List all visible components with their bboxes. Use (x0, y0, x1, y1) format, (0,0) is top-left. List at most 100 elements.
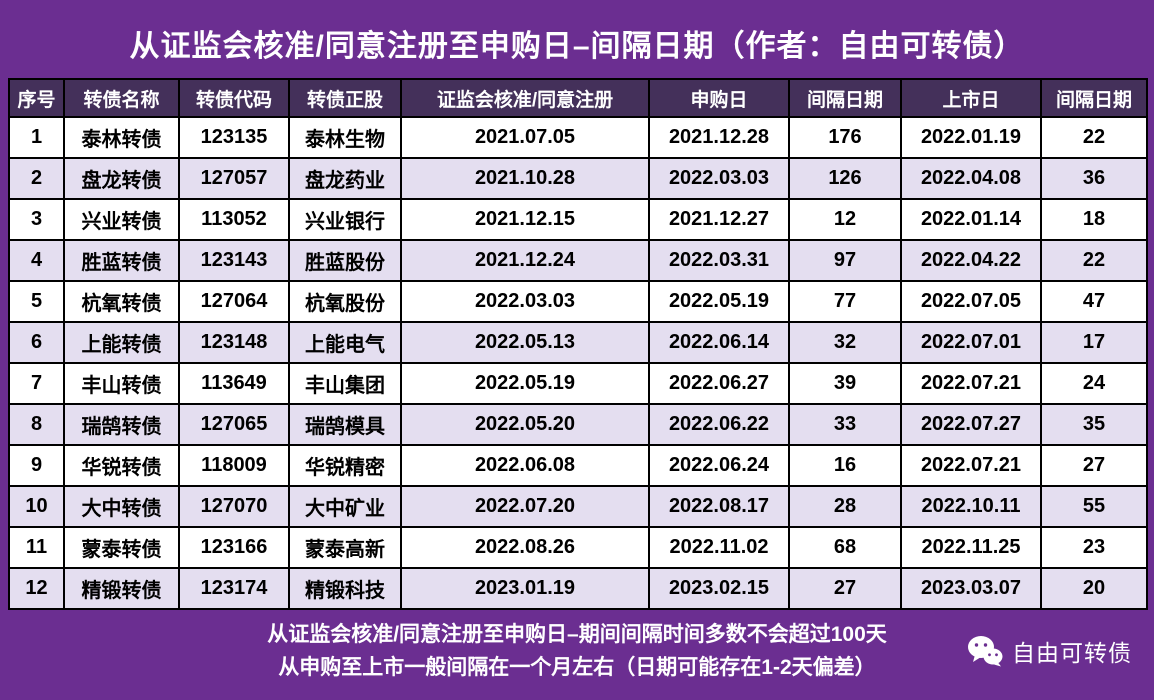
table-cell: 17 (1040, 321, 1148, 364)
table-cell: 兴业银行 (288, 198, 402, 241)
table-cell: 1 (8, 116, 65, 159)
table-cell: 2021.07.05 (400, 116, 650, 159)
table-body: 1 泰林转债 123135 泰林生物 2021.07.05 2021.12.28 176 20… (8, 116, 1148, 610)
table-cell: 蒙泰高新 (288, 526, 402, 569)
table-cell: 127065 (178, 403, 290, 446)
table-cell: 2021.12.28 (648, 116, 790, 159)
table-cell: 华锐精密 (288, 444, 402, 487)
table-cell: 127070 (178, 485, 290, 528)
table-cell: 2023.01.19 (400, 567, 650, 610)
table-cell: 2022.07.20 (400, 485, 650, 528)
table-cell: 2022.08.17 (648, 485, 790, 528)
table-cell: 22 (1040, 116, 1148, 159)
column-header: 转债正股 (288, 78, 402, 118)
table-cell: 2022.03.03 (400, 280, 650, 323)
table-row: 7 丰山转债 113649 丰山集团 2022.05.19 2022.06.27 39 202… (8, 362, 1148, 405)
table-cell: 35 (1040, 403, 1148, 446)
table-cell: 2021.10.28 (400, 157, 650, 200)
table-cell: 176 (788, 116, 902, 159)
table-cell: 蒙泰转债 (63, 526, 180, 569)
table-cell: 36 (1040, 157, 1148, 200)
wechat-icon (967, 635, 1003, 667)
table-cell: 27 (1040, 444, 1148, 487)
table-cell: 杭氧股份 (288, 280, 402, 323)
table-cell: 9 (8, 444, 65, 487)
table-cell: 精锻转债 (63, 567, 180, 610)
bonds-table: 序号 转债名称 转债代码 转债正股 证监会核准/同意注册 申购日 间隔日期 上市日 间隔日期 1… (8, 78, 1148, 610)
table-cell: 2022.01.14 (900, 198, 1042, 241)
table-cell: 丰山转债 (63, 362, 180, 405)
table-cell: 2022.06.27 (648, 362, 790, 405)
table-row: 10 大中转债 127070 大中矿业 2022.07.20 2022.08.17 28 20… (8, 485, 1148, 528)
table-cell: 大中矿业 (288, 485, 402, 528)
table-cell: 10 (8, 485, 65, 528)
table-cell: 2022.07.21 (900, 444, 1042, 487)
table-row: 5 杭氧转债 127064 杭氧股份 2022.03.03 2022.05.19 77 202… (8, 280, 1148, 323)
table-cell: 2022.03.03 (648, 157, 790, 200)
table-cell: 2022.11.25 (900, 526, 1042, 569)
column-header: 上市日 (900, 78, 1042, 118)
table-cell: 16 (788, 444, 902, 487)
table-cell: 2022.07.21 (900, 362, 1042, 405)
table-cell: 2021.12.27 (648, 198, 790, 241)
column-header: 申购日 (648, 78, 790, 118)
table-cell: 2022.10.11 (900, 485, 1042, 528)
table-header-row: 序号 转债名称 转债代码 转债正股 证监会核准/同意注册 申购日 间隔日期 上市日 间隔日期 (8, 78, 1148, 118)
table-cell: 97 (788, 239, 902, 282)
table-cell: 2022.04.08 (900, 157, 1042, 200)
table-cell: 2021.12.15 (400, 198, 650, 241)
table-cell: 127057 (178, 157, 290, 200)
table-cell: 2022.06.22 (648, 403, 790, 446)
table-cell: 胜蓝转债 (63, 239, 180, 282)
column-header: 转债名称 (63, 78, 180, 118)
table-cell: 123143 (178, 239, 290, 282)
column-header: 转债代码 (178, 78, 290, 118)
table-cell: 12 (8, 567, 65, 610)
table-cell: 11 (8, 526, 65, 569)
table-cell: 2023.02.15 (648, 567, 790, 610)
table-cell: 39 (788, 362, 902, 405)
table-cell: 2022.08.26 (400, 526, 650, 569)
table-cell: 上能电气 (288, 321, 402, 364)
table-cell: 2022.01.19 (900, 116, 1042, 159)
table-cell: 2 (8, 157, 65, 200)
table-cell: 2022.07.05 (900, 280, 1042, 323)
table-row: 8 瑞鹄转债 127065 瑞鹄模具 2022.05.20 2022.06.22 33 202… (8, 403, 1148, 446)
table-cell: 杭氧转债 (63, 280, 180, 323)
table-row: 4 胜蓝转债 123143 胜蓝股份 2021.12.24 2022.03.31 97 202… (8, 239, 1148, 282)
table-cell: 2022.06.24 (648, 444, 790, 487)
table-cell: 12 (788, 198, 902, 241)
brand: 自由可转债 (967, 634, 1132, 668)
table-cell: 18 (1040, 198, 1148, 241)
table-cell: 68 (788, 526, 902, 569)
table-cell: 118009 (178, 444, 290, 487)
table-cell: 华锐转债 (63, 444, 180, 487)
table-cell: 123135 (178, 116, 290, 159)
brand-name: 自由可转债 (1012, 640, 1132, 666)
table-cell: 2022.03.31 (648, 239, 790, 282)
table-cell: 77 (788, 280, 902, 323)
table-cell: 泰林生物 (288, 116, 402, 159)
table-cell: 2021.12.24 (400, 239, 650, 282)
table-cell: 盘龙药业 (288, 157, 402, 200)
table-cell: 丰山集团 (288, 362, 402, 405)
table-cell: 兴业转债 (63, 198, 180, 241)
table-cell: 4 (8, 239, 65, 282)
table-cell: 123174 (178, 567, 290, 610)
table-row: 1 泰林转债 123135 泰林生物 2021.07.05 2021.12.28 176 20… (8, 116, 1148, 159)
table-head: 序号 转债名称 转债代码 转债正股 证监会核准/同意注册 申购日 间隔日期 上市日 间隔日期 (8, 78, 1148, 118)
table-cell: 127064 (178, 280, 290, 323)
table-row: 2 盘龙转债 127057 盘龙药业 2021.10.28 2022.03.03 126 20… (8, 157, 1148, 200)
table-cell: 2022.11.02 (648, 526, 790, 569)
title-bar: 从证监会核准/同意注册至申购日–间隔日期（作者：自由可转债） (8, 8, 1146, 78)
page-title: 从证监会核准/同意注册至申购日–间隔日期（作者：自由可转债） (129, 30, 1025, 63)
table-cell: 113649 (178, 362, 290, 405)
table-cell: 22 (1040, 239, 1148, 282)
table-cell: 33 (788, 403, 902, 446)
footer-note-line2: 从申购至上市一般间隔在一个月左右（日期可能存在1-2天偏差） (278, 656, 876, 679)
table-cell: 3 (8, 198, 65, 241)
table-cell: 7 (8, 362, 65, 405)
table-cell: 8 (8, 403, 65, 446)
column-header: 间隔日期 (1040, 78, 1148, 118)
table-cell: 2022.06.14 (648, 321, 790, 364)
